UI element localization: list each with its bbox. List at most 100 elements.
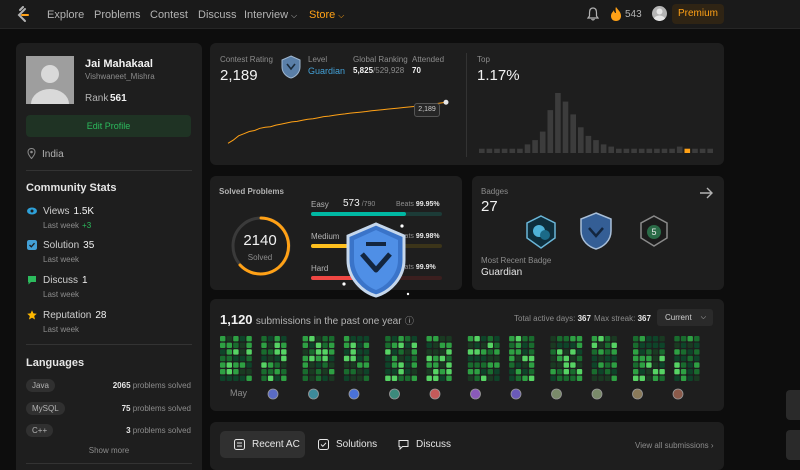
heatmap-cell[interactable] [522, 369, 528, 375]
heatmap-cell[interactable] [467, 375, 474, 381]
heatmap-cell[interactable] [611, 369, 617, 375]
info-icon[interactable]: ⓘ [404, 316, 414, 326]
heatmap-cell[interactable] [385, 336, 391, 342]
heatmap-cell[interactable] [433, 375, 439, 381]
heatmap-cell[interactable] [246, 362, 252, 368]
heatmap-cell[interactable] [591, 362, 598, 368]
heatmap-cell[interactable] [528, 349, 535, 355]
heatmap-cell[interactable] [659, 349, 665, 355]
heatmap-cell[interactable] [633, 349, 639, 355]
year-select[interactable]: Current ⌵ [657, 309, 713, 326]
heatmap-cell[interactable] [363, 349, 370, 355]
heatmap-cell[interactable] [604, 362, 611, 368]
heatmap-cell[interactable] [639, 336, 645, 342]
monthly-badge-icon[interactable] [672, 388, 684, 400]
heatmap-cell[interactable] [570, 362, 576, 368]
heatmap-cell[interactable] [267, 362, 274, 368]
heatmap-cell[interactable] [570, 369, 576, 375]
edit-profile-button[interactable]: Edit Profile [26, 115, 191, 137]
heatmap-cell[interactable] [494, 369, 500, 375]
heatmap-cell[interactable] [509, 349, 515, 355]
heatmap-cell[interactable] [220, 369, 226, 375]
heatmap-cell[interactable] [446, 349, 452, 355]
heatmap-cell[interactable] [494, 375, 500, 381]
heatmap-cell[interactable] [385, 349, 391, 355]
monthly-badge-icon[interactable] [308, 388, 319, 400]
heatmap-cell[interactable] [411, 349, 417, 355]
heatmap-cell[interactable] [467, 349, 474, 355]
heatmap-cell[interactable] [220, 336, 226, 342]
heatmap-cell[interactable] [405, 336, 411, 342]
heatmap-cell[interactable] [267, 369, 274, 375]
heatmap-cell[interactable] [439, 342, 446, 348]
heatmap-cell[interactable] [694, 355, 700, 362]
heatmap-cell[interactable] [694, 342, 700, 348]
heatmap-cell[interactable] [246, 336, 252, 342]
heatmap-cell[interactable] [576, 375, 583, 381]
heatmap-cell[interactable] [522, 375, 528, 381]
heatmap-cell[interactable] [226, 336, 232, 342]
heatmap-cell[interactable] [385, 342, 391, 348]
heatmap-cell[interactable] [481, 342, 487, 348]
heatmap-cell[interactable] [426, 375, 432, 381]
heatmap-cell[interactable] [398, 369, 404, 375]
heatmap-cell[interactable] [267, 342, 274, 348]
monthly-badge-icon[interactable] [389, 388, 400, 400]
heatmap-cell[interactable] [226, 342, 232, 348]
heatmap-cell[interactable] [405, 349, 411, 355]
heatmap-cell[interactable] [226, 349, 232, 355]
heatmap-cell[interactable] [522, 355, 528, 362]
heatmap-cell[interactable] [639, 362, 645, 368]
heatmap-cell[interactable] [239, 369, 246, 375]
heatmap-cell[interactable] [481, 375, 487, 381]
heatmap-cell[interactable] [446, 362, 452, 368]
heatmap-cell[interactable] [557, 362, 563, 368]
heatmap-cell[interactable] [487, 342, 493, 348]
heatmap-cell[interactable] [391, 369, 398, 375]
heatmap-cell[interactable] [674, 375, 680, 381]
heatmap-cell[interactable] [598, 342, 604, 348]
heatmap-cell[interactable] [598, 349, 604, 355]
heatmap-cell[interactable] [281, 349, 287, 355]
heatmap-cell[interactable] [680, 369, 687, 375]
heatmap-cell[interactable] [563, 336, 569, 342]
heatmap-cell[interactable] [687, 375, 693, 381]
heatmap-cell[interactable] [350, 349, 356, 355]
heatmap-cell[interactable] [494, 349, 500, 355]
heatmap-cell[interactable] [405, 355, 411, 362]
heatmap-cell[interactable] [474, 336, 480, 342]
nav-explore[interactable]: Explore [47, 9, 85, 21]
heatmap-cell[interactable] [309, 375, 315, 381]
heatmap-cell[interactable] [239, 349, 246, 355]
heatmap-cell[interactable] [639, 369, 645, 375]
heatmap-cell[interactable] [357, 349, 363, 355]
heatmap-cell[interactable] [509, 355, 515, 362]
monthly-badge-icon[interactable] [267, 388, 279, 400]
bell-icon[interactable] [587, 7, 599, 21]
heatmap-cell[interactable] [646, 336, 652, 342]
heatmap-cell[interactable] [481, 369, 487, 375]
heatmap-cell[interactable] [357, 342, 363, 348]
heatmap-cell[interactable] [226, 362, 232, 368]
heatmap-cell[interactable] [591, 369, 598, 375]
heatmap-cell[interactable] [329, 349, 335, 355]
heatmap-cell[interactable] [646, 369, 652, 375]
heatmap-cell[interactable] [329, 355, 335, 362]
heatmap-cell[interactable] [515, 362, 522, 368]
badge-annual-icon[interactable]: 5 [638, 214, 670, 248]
heatmap-cell[interactable] [515, 355, 522, 362]
heatmap-cell[interactable] [528, 355, 535, 362]
heatmap-cell[interactable] [322, 362, 328, 368]
heatmap-cell[interactable] [550, 362, 556, 368]
tab-solutions[interactable]: Solutions [314, 431, 384, 458]
heatmap-cell[interactable] [570, 349, 576, 355]
heatmap-cell[interactable] [405, 369, 411, 375]
heatmap-cell[interactable] [315, 355, 322, 362]
heatmap-cell[interactable] [659, 375, 665, 381]
heatmap-cell[interactable] [633, 336, 639, 342]
heatmap-cell[interactable] [646, 349, 652, 355]
submission-heatmap[interactable] [220, 335, 716, 385]
heatmap-cell[interactable] [563, 362, 569, 368]
monthly-badge-icon[interactable] [470, 388, 481, 400]
heatmap-cell[interactable] [343, 336, 350, 342]
